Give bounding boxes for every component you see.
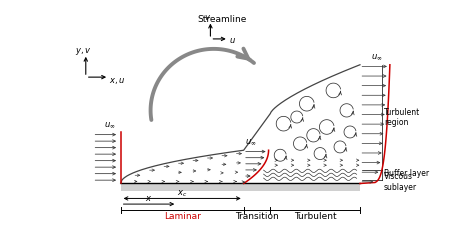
Text: $y, v$: $y, v$ bbox=[75, 46, 91, 57]
Text: $u_{\infty}$: $u_{\infty}$ bbox=[104, 120, 115, 130]
Text: $u_{\infty}$: $u_{\infty}$ bbox=[371, 52, 382, 62]
Text: Turbulent
region: Turbulent region bbox=[384, 108, 420, 127]
Text: $v$: $v$ bbox=[204, 13, 211, 22]
Text: $x$: $x$ bbox=[146, 194, 153, 203]
Text: $u$: $u$ bbox=[229, 36, 236, 45]
Text: $x_c$: $x_c$ bbox=[177, 188, 187, 199]
Text: Viscous
sublayer: Viscous sublayer bbox=[384, 172, 417, 192]
Text: $x, u$: $x, u$ bbox=[109, 76, 126, 86]
Text: Turbulent: Turbulent bbox=[294, 212, 337, 221]
Text: Transition: Transition bbox=[235, 212, 279, 221]
Text: $u_{\infty}$: $u_{\infty}$ bbox=[246, 138, 257, 147]
Text: Buffer layer: Buffer layer bbox=[384, 169, 429, 178]
Text: Streamline: Streamline bbox=[197, 15, 247, 24]
Text: Laminar: Laminar bbox=[164, 212, 201, 221]
